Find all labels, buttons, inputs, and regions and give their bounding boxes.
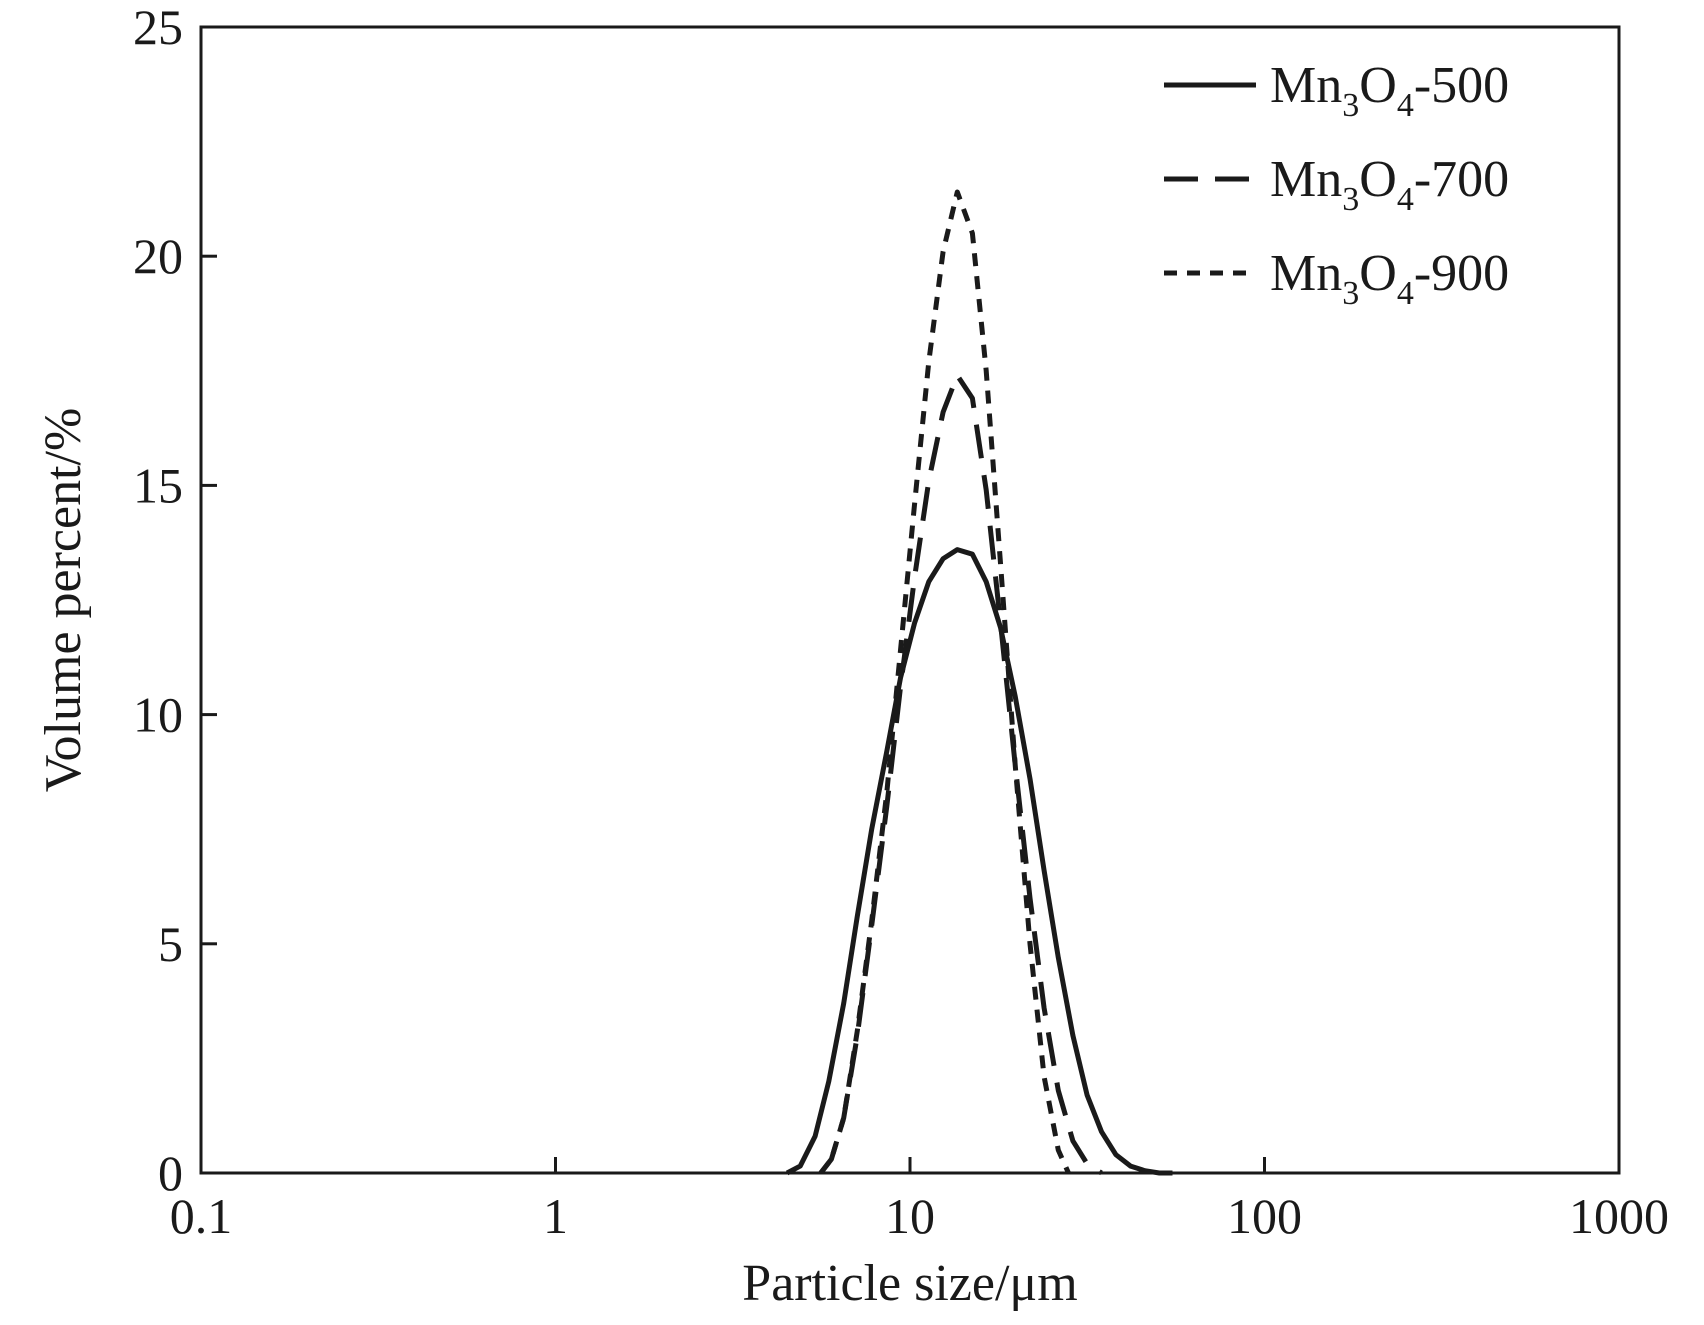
plot-marks [785, 189, 1173, 1176]
legend-text-part: Mn [1270, 57, 1342, 114]
legend-subscript: 4 [1397, 87, 1414, 124]
legend-text-part: -700 [1414, 151, 1509, 208]
legend-text-part: Mn [1270, 245, 1342, 302]
series-line-3 [818, 189, 1071, 1175]
y-tick-label: 5 [158, 916, 183, 972]
series-line-1 [785, 547, 1173, 1176]
legend-subscript: 4 [1397, 275, 1414, 312]
axes: 0.1 1 10 100 1000 0 5 10 15 20 25 [133, 0, 1669, 1244]
y-axis-title: Volume percent/% [35, 408, 92, 793]
y-tick-label: 10 [133, 687, 183, 743]
y-tick-label: 25 [133, 0, 183, 55]
legend-subscript: 3 [1342, 181, 1359, 218]
x-tick-label: 1000 [1569, 1188, 1669, 1244]
y-tick-label: 15 [133, 457, 183, 513]
y-tick-label: 0 [158, 1145, 183, 1201]
x-axis-title: Particle size/μm [742, 1255, 1077, 1312]
x-tick-label: 0.1 [170, 1188, 233, 1244]
legend-label-1: Mn3O4-500 [1270, 57, 1509, 124]
legend-text-part: -500 [1414, 57, 1509, 114]
y-tick-label: 20 [133, 228, 183, 284]
legend-subscript: 4 [1397, 181, 1414, 218]
legend-text-part: O [1359, 151, 1397, 208]
legend-label-3: Mn3O4-900 [1270, 245, 1509, 312]
legend-text-part: O [1359, 57, 1397, 114]
legend-text-part: -900 [1414, 245, 1509, 302]
legend-text-part: O [1359, 245, 1397, 302]
x-tick-label: 10 [885, 1188, 935, 1244]
legend-subscript: 3 [1342, 87, 1359, 124]
x-tick-label: 100 [1227, 1188, 1302, 1244]
x-tick-label: 1 [543, 1188, 568, 1244]
legend-label-2: Mn3O4-700 [1270, 151, 1509, 218]
series-line-2 [818, 372, 1103, 1176]
legend-subscript: 3 [1342, 275, 1359, 312]
legend-text-part: Mn [1270, 151, 1342, 208]
